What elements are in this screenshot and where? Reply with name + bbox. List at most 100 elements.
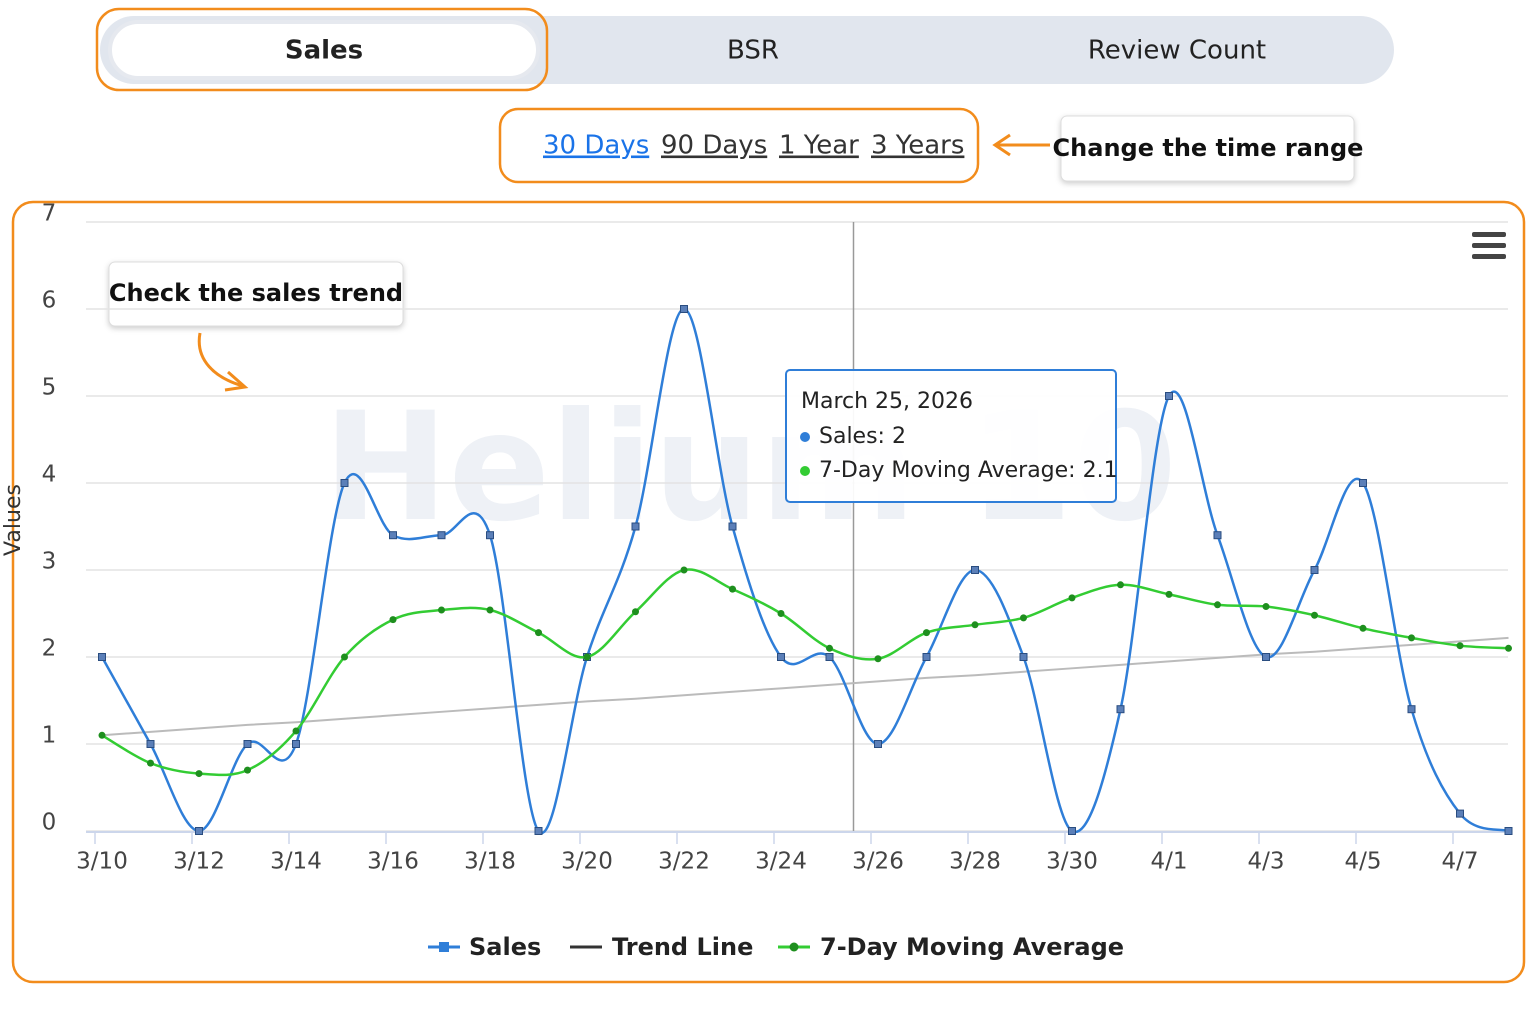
x-tick-label: 4/7 <box>1441 849 1478 875</box>
tooltip-line: 7-Day Moving Average: 2.1 <box>819 458 1118 483</box>
data-point <box>631 522 640 531</box>
data-point <box>680 566 688 574</box>
data-point <box>535 629 542 637</box>
active-tab <box>108 20 540 80</box>
data-point <box>680 305 688 313</box>
data-point <box>971 621 979 629</box>
data-point <box>195 770 203 778</box>
data-point <box>874 740 882 748</box>
x-tick-label: 3/30 <box>1046 849 1098 875</box>
data-point <box>292 727 300 735</box>
tooltip-box <box>785 369 1117 503</box>
data-point <box>1019 653 1028 661</box>
data-point <box>1359 624 1367 632</box>
data-point <box>1408 634 1415 642</box>
data-point <box>1456 642 1464 650</box>
data-point <box>1262 603 1270 611</box>
data-point <box>583 653 591 661</box>
time-range-link[interactable]: 3 Years <box>871 131 964 161</box>
data-point <box>98 731 106 739</box>
data-point <box>486 606 494 614</box>
data-point <box>146 740 155 748</box>
data-point <box>389 531 397 540</box>
data-point <box>437 531 446 540</box>
x-tick-label: 3/12 <box>173 849 225 875</box>
x-tick-label: 3/20 <box>561 849 613 875</box>
data-point <box>1116 705 1125 714</box>
data-point <box>1505 644 1512 652</box>
tooltip-dot <box>800 432 810 442</box>
data-point <box>244 766 251 774</box>
arrow <box>197 332 249 392</box>
data-point <box>1068 594 1076 602</box>
y-tick-label: 1 <box>42 723 57 749</box>
y-tick-label: 0 <box>42 810 57 836</box>
data-point <box>826 644 833 652</box>
data-point <box>1165 590 1173 598</box>
data-point <box>1262 653 1270 661</box>
data-point <box>195 827 203 835</box>
x-tick-label: 3/18 <box>464 849 516 875</box>
tab[interactable]: Review Count <box>1088 36 1266 66</box>
data-point <box>728 522 737 531</box>
callout <box>1060 115 1355 182</box>
data-point <box>389 616 397 624</box>
y-axis-label: Values <box>1 484 26 556</box>
data-point <box>1456 809 1464 818</box>
data-point <box>147 759 154 767</box>
data-point <box>632 608 639 616</box>
data-point <box>923 629 930 637</box>
data-point <box>1504 827 1513 835</box>
data-point <box>1020 614 1027 622</box>
data-point <box>971 566 979 574</box>
x-tick-label: 3/10 <box>76 849 128 875</box>
data-point <box>98 653 106 661</box>
callout <box>108 261 404 327</box>
data-point <box>777 610 785 617</box>
data-point <box>1214 601 1221 609</box>
data-point <box>243 740 252 748</box>
x-tick-label: 3/28 <box>949 849 1001 875</box>
time-range-link[interactable]: 30 Days <box>543 131 649 161</box>
legend-marker <box>789 942 799 952</box>
time-range-link[interactable]: 90 Days <box>661 131 767 161</box>
callout-text: Change the time range <box>1053 134 1364 162</box>
tooltip: March 25, 2026 Sales: 2 7-Day Moving Avera… <box>785 369 1118 503</box>
y-tick-label: 5 <box>42 375 57 401</box>
y-tick-label: 3 <box>42 549 57 575</box>
data-point <box>340 479 349 487</box>
data-point <box>1165 392 1173 400</box>
data-point <box>534 827 543 835</box>
x-tick-label: 3/22 <box>658 849 710 875</box>
x-tick-label: 4/5 <box>1344 849 1381 875</box>
data-point <box>1407 705 1416 714</box>
y-tick-label: 7 <box>42 201 57 227</box>
data-point <box>341 653 348 661</box>
tab[interactable]: BSR <box>727 36 779 66</box>
x-tick-label: 3/24 <box>755 849 807 875</box>
legend-label[interactable]: 7-Day Moving Average <box>820 933 1124 961</box>
time-range-link[interactable]: 1 Year <box>779 131 859 161</box>
tooltip-title: March 25, 2026 <box>801 389 973 414</box>
data-point <box>1359 479 1367 487</box>
data-point <box>777 653 785 661</box>
data-point <box>438 606 445 614</box>
menu-icon[interactable] <box>1472 232 1506 259</box>
legend-label[interactable]: Sales <box>469 933 541 961</box>
x-tick-label: 4/1 <box>1150 849 1187 875</box>
x-tick-label: 3/16 <box>367 849 419 875</box>
data-point <box>486 531 494 540</box>
tab[interactable]: Sales <box>285 36 363 66</box>
y-tick-label: 2 <box>42 636 57 662</box>
highlight <box>95 7 549 92</box>
legend-label[interactable]: Trend Line <box>612 933 753 961</box>
arrow <box>992 133 1050 157</box>
data-point <box>1311 611 1318 619</box>
x-tick-label: 4/3 <box>1247 849 1284 875</box>
data-point <box>825 653 834 661</box>
x-tick-label: 3/26 <box>852 849 904 875</box>
highlight <box>11 200 1526 984</box>
data-point <box>1310 566 1319 574</box>
callout-text: Check the sales trend <box>109 279 403 307</box>
